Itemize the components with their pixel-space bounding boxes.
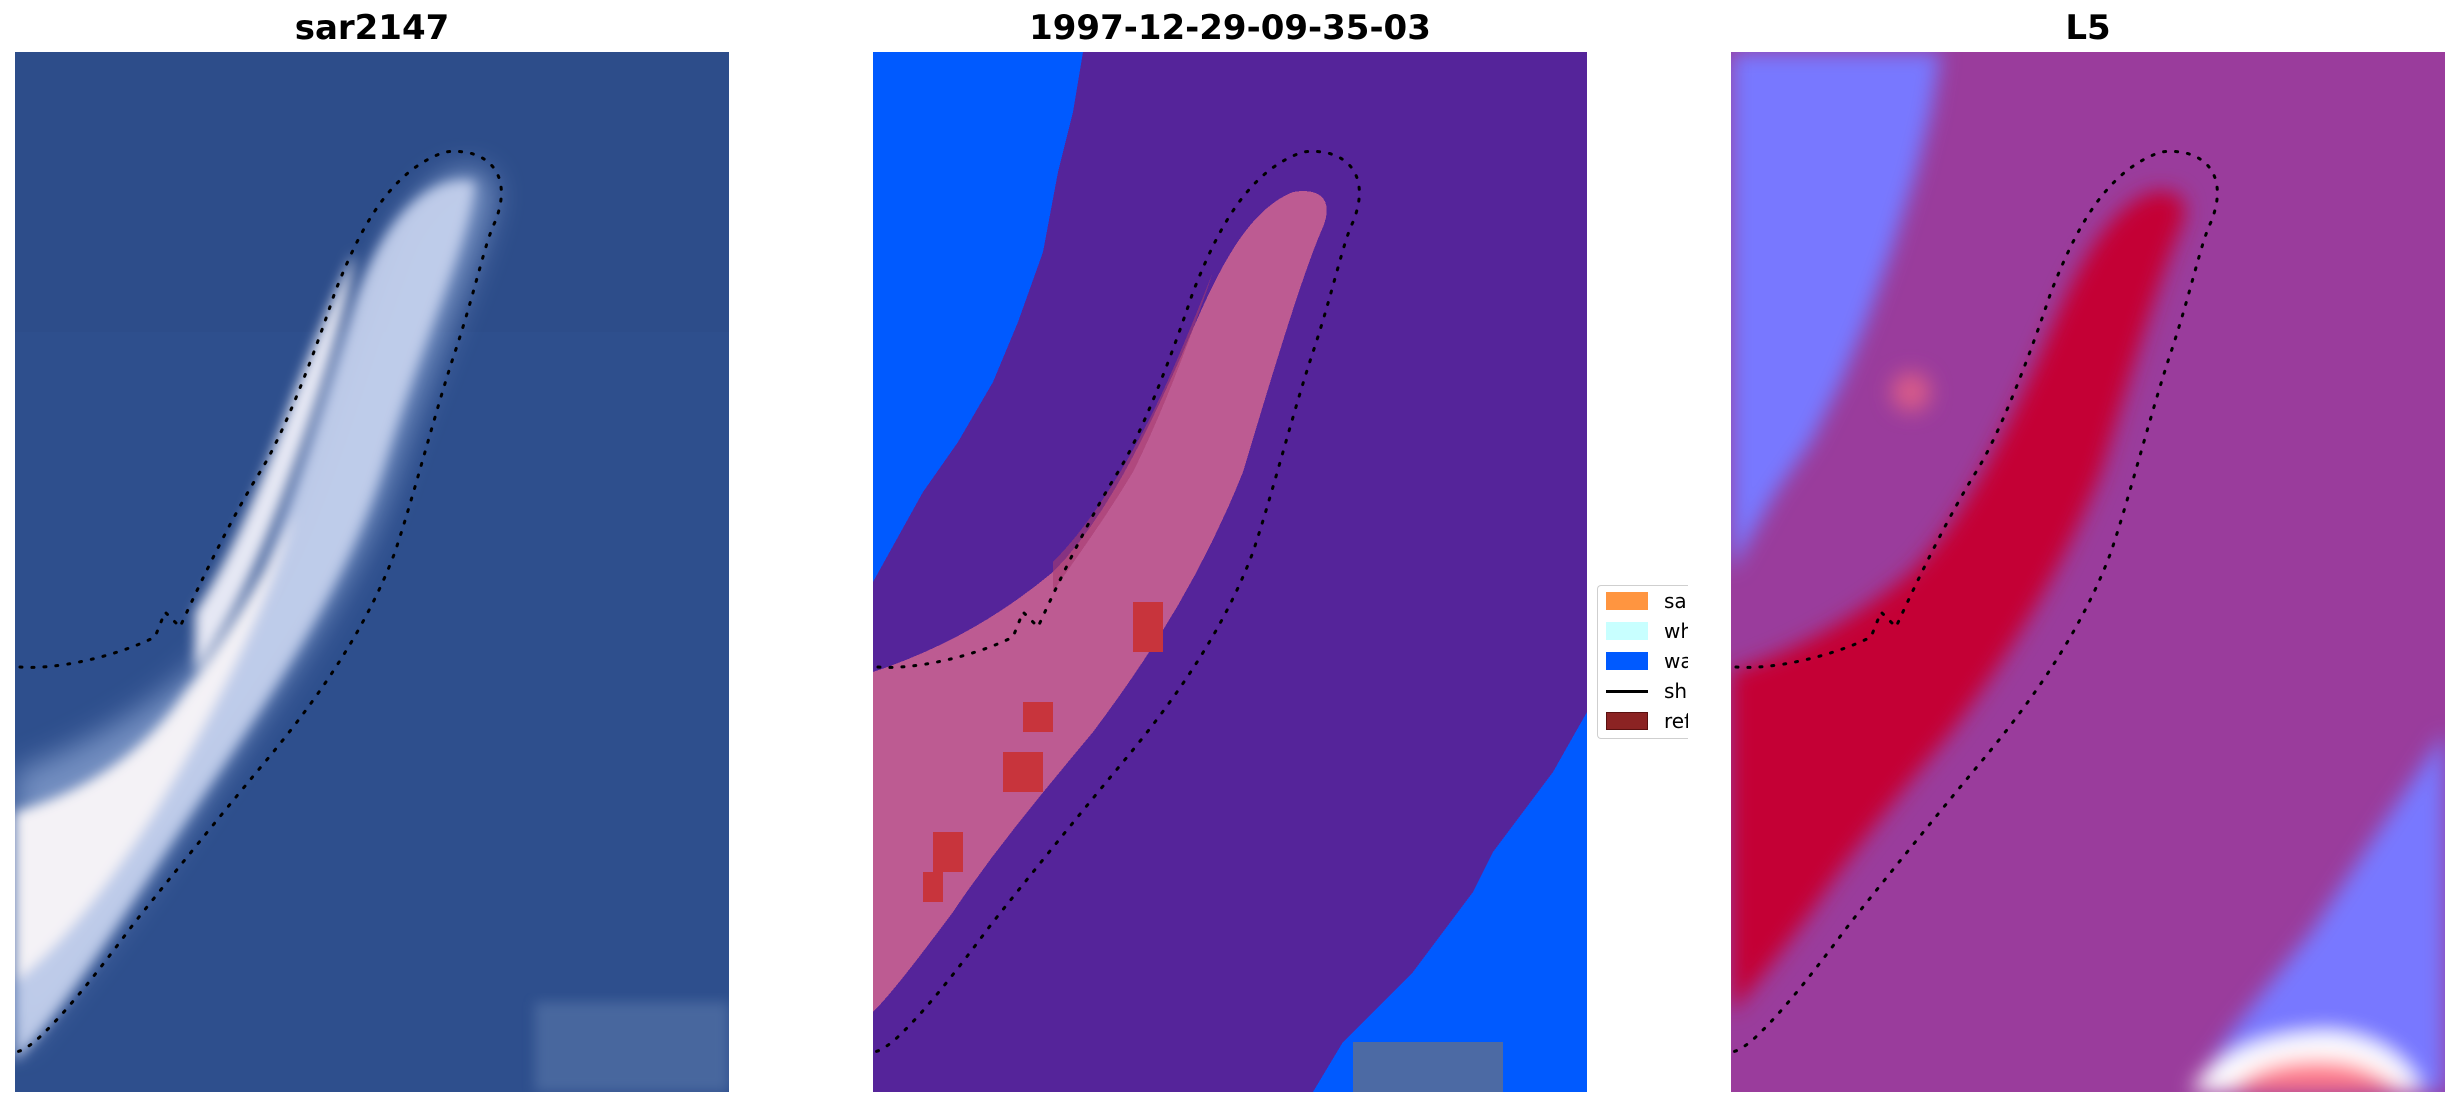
legend-item-whitewater: whitewater: [1606, 616, 1688, 646]
legend: sand whitewater water shoreline referenc…: [1597, 585, 1688, 739]
whitewater-swatch: [1606, 622, 1648, 640]
classification-panel: [873, 52, 1587, 1092]
water-swatch: [1606, 652, 1648, 670]
legend-item-sand: sand: [1606, 586, 1688, 616]
panel-title-probability: L5: [2065, 8, 2111, 48]
legend-item-reference: reference: [1606, 706, 1688, 736]
legend-label: reference: [1664, 709, 1688, 733]
shoreline-swatch: [1606, 689, 1648, 693]
rgb-image-panel: [15, 52, 729, 1092]
legend-label: sand: [1664, 589, 1688, 613]
legend-label: shoreline: [1664, 679, 1688, 703]
sand-swatch: [1606, 592, 1648, 610]
probability-panel: [1731, 52, 2445, 1092]
reference-swatch: [1606, 712, 1648, 730]
legend-label: whitewater: [1664, 619, 1688, 643]
legend-item-water: water: [1606, 646, 1688, 676]
panel-title-classification: 1997-12-29-09-35-03: [1029, 8, 1431, 48]
legend-label: water: [1664, 649, 1688, 673]
panel-title-rgb: sar2147: [294, 8, 450, 48]
legend-item-shoreline: shoreline: [1606, 676, 1688, 706]
